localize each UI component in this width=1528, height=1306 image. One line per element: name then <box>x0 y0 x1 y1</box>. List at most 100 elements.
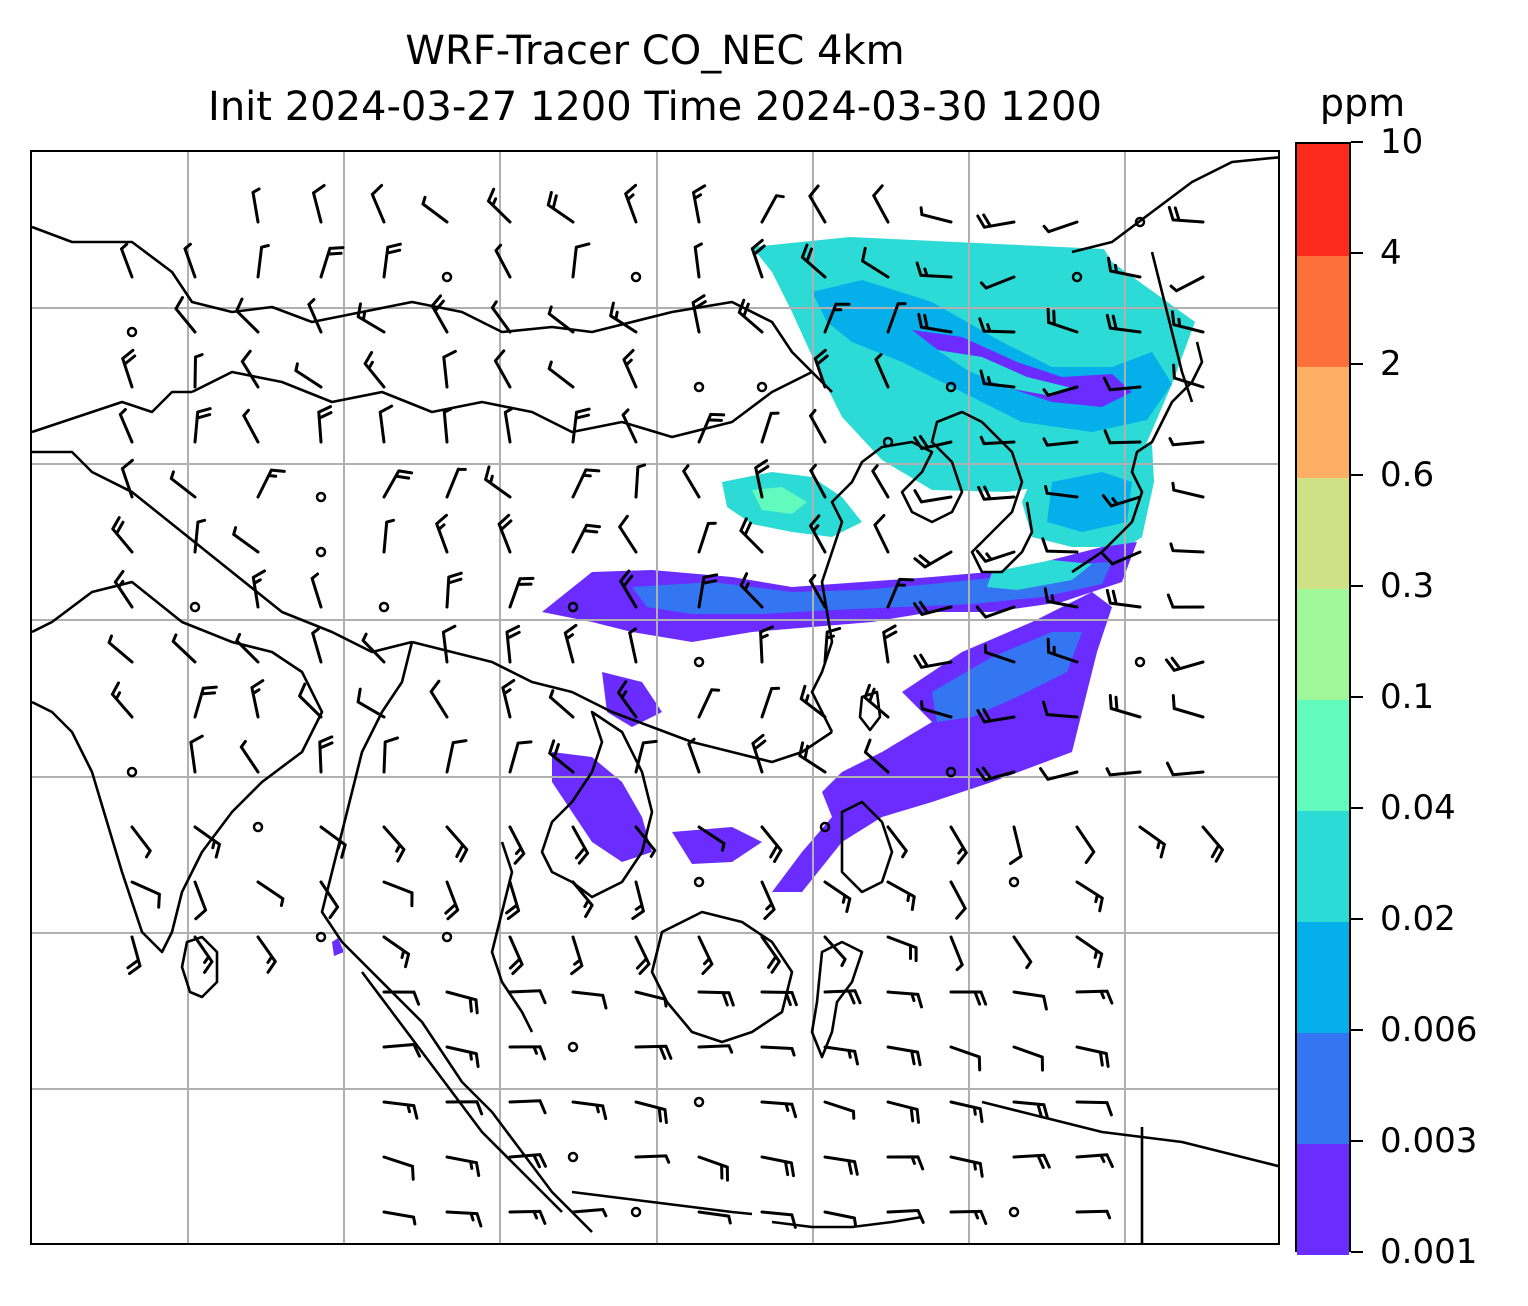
wind-barb <box>494 243 512 279</box>
wind-barb <box>318 735 334 774</box>
calm-wind-marker <box>1008 876 1020 888</box>
wind-barb <box>548 689 575 719</box>
wind-barb <box>861 246 890 279</box>
wind-barb <box>1043 587 1079 609</box>
wind-barb <box>174 296 197 334</box>
wind-barb <box>949 1155 984 1178</box>
wind-barb <box>1105 588 1142 609</box>
wind-barb <box>697 688 721 719</box>
border-china-west <box>32 225 833 393</box>
wind-barb <box>1075 1209 1112 1220</box>
wind-barb <box>563 623 578 664</box>
wind-barb <box>1042 220 1079 234</box>
wind-barb <box>445 990 479 1015</box>
wind-barb <box>235 297 260 334</box>
colorbar-segment <box>1297 588 1349 700</box>
colorbar-tick-label: 0.04 <box>1380 788 1456 828</box>
colorbar-segment <box>1297 1143 1349 1255</box>
wind-barb <box>1012 935 1033 970</box>
wind-barb <box>1075 880 1104 913</box>
wind-barb <box>1042 385 1079 397</box>
coast-india <box>32 580 324 954</box>
wind-barb <box>311 627 323 664</box>
colorbar-tick-label: 0.006 <box>1380 1010 1478 1050</box>
wind-barb <box>760 1155 795 1178</box>
colorbar-tick-label: 10 <box>1380 122 1424 162</box>
wind-barb <box>617 680 638 719</box>
wind-barb <box>113 569 134 609</box>
coast-indochina <box>320 641 593 1233</box>
wind-barb <box>949 1100 984 1124</box>
wind-barb <box>609 301 638 334</box>
wind-barb <box>1169 275 1205 293</box>
calm-wind-marker <box>567 1041 579 1053</box>
wind-barb <box>622 348 638 389</box>
wind-barb <box>760 1100 798 1119</box>
wind-barb <box>445 1155 481 1177</box>
colorbar-segment <box>1297 477 1349 589</box>
wind-barb <box>1170 310 1205 334</box>
border-mongolia <box>191 370 813 439</box>
colorbar-tick-label: 0.6 <box>1380 455 1435 495</box>
plume-north-inner <box>937 350 1072 396</box>
wind-barb <box>949 1045 982 1072</box>
wind-barb <box>547 360 575 389</box>
wind-barb <box>571 468 601 499</box>
calm-wind-marker <box>567 1151 579 1163</box>
wind-barb <box>1105 313 1142 334</box>
wind-barb <box>571 1100 608 1121</box>
wind-barb <box>697 990 735 1007</box>
wind-barb <box>1044 485 1079 499</box>
wind-barb <box>634 463 647 499</box>
wind-barb <box>503 407 513 444</box>
wind-barb <box>809 514 827 554</box>
wind-barb <box>874 353 890 389</box>
wind-barb <box>193 935 214 974</box>
wind-barb <box>508 1209 547 1225</box>
wind-barb <box>913 550 953 569</box>
wind-barb <box>687 737 701 774</box>
wind-barb <box>975 605 1016 619</box>
wind-barb <box>382 1155 415 1181</box>
map-panel[interactable] <box>30 150 1280 1245</box>
wind-barb <box>886 302 907 334</box>
wind-barb <box>751 733 767 774</box>
wind-barb <box>193 407 212 444</box>
wind-barb <box>1107 256 1142 279</box>
wind-barb <box>382 518 395 554</box>
wind-barb <box>872 184 890 224</box>
wind-barb <box>570 935 584 976</box>
wind-barb <box>871 464 890 499</box>
wind-barb <box>490 300 512 334</box>
wind-barb <box>251 187 261 224</box>
wind-barb <box>619 569 638 609</box>
wind-barb <box>808 184 827 224</box>
wind-barb <box>250 679 265 719</box>
wind-barb <box>692 184 707 224</box>
wind-barb <box>754 459 770 499</box>
wind-barb <box>798 741 827 774</box>
wind-barb <box>169 470 197 499</box>
wind-barb <box>382 469 414 499</box>
wind-barb <box>235 632 260 664</box>
wind-barbs <box>107 183 1224 1229</box>
wind-barb <box>1075 1153 1114 1168</box>
wind-barb <box>823 935 847 967</box>
wind-barb <box>823 1155 859 1176</box>
wind-barb <box>1012 1153 1051 1169</box>
colorbar-tick <box>1351 363 1363 365</box>
wind-barb <box>548 739 575 774</box>
border-central-asia <box>32 390 192 434</box>
calm-wind-marker <box>441 271 453 283</box>
wind-barb <box>110 681 134 719</box>
wind-barb <box>799 684 827 719</box>
wind-barb <box>631 880 645 920</box>
wind-barb <box>571 990 608 1010</box>
wind-barb <box>232 526 260 554</box>
wind-barb <box>1103 429 1142 445</box>
plume-gulf <box>672 827 762 864</box>
wind-barb <box>1166 593 1205 609</box>
wind-barb <box>442 349 457 389</box>
wind-barb <box>1012 1100 1049 1119</box>
wind-barb <box>760 1045 796 1057</box>
